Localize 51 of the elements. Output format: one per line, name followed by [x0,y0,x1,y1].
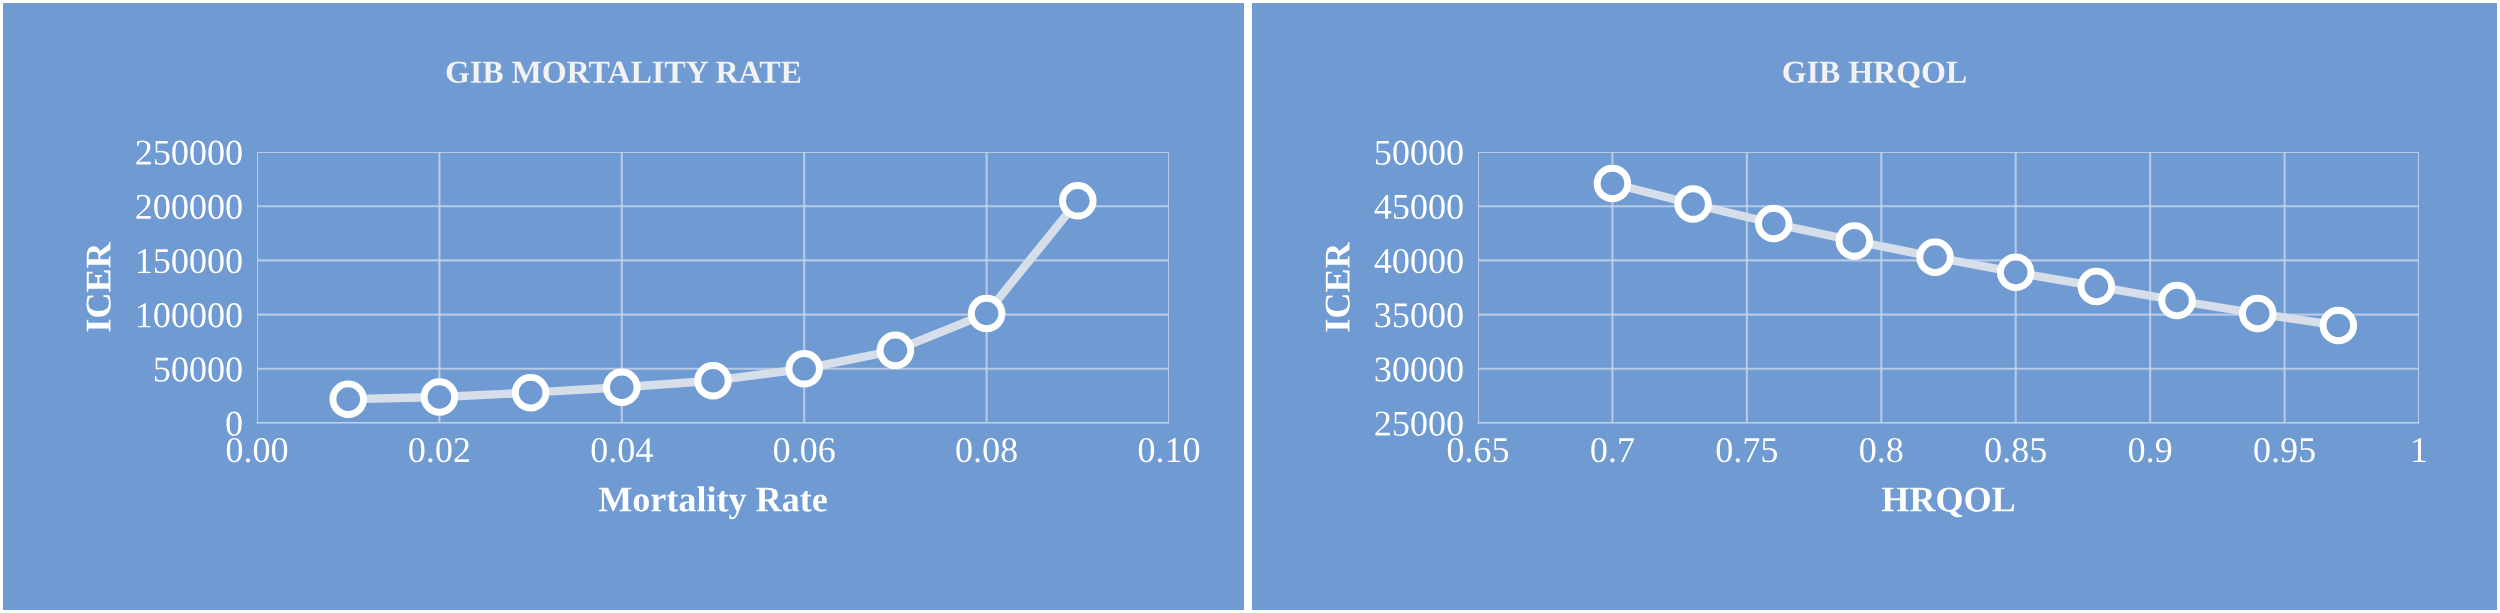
point [2319,306,2358,345]
point [1674,185,1712,223]
y-tick-label: 200000 [136,194,242,220]
y-tick-label: 100000 [137,303,242,328]
chart-title: GIB HRQOL [1783,61,1966,88]
point [1754,204,1793,243]
y-tick-label: 25000 [1375,411,1463,436]
point [967,294,1006,333]
x-tick-label: 0.9 [2128,437,2172,463]
x-tick-label: 0.85 [1985,437,2046,463]
x-axis-title: HRQOL [1881,487,2015,518]
y-tick-label: 150000 [137,248,242,274]
x-tick-label: 1 [2413,438,2426,462]
point [329,380,367,418]
point [785,350,823,388]
x-tick-label: 0.06 [773,437,835,463]
point [2238,294,2277,333]
x-tick-label: 0.08 [956,437,1017,463]
y-tick-label: 40000 [1374,248,1463,274]
point [511,373,550,412]
x-tick-label: 0.7 [1591,437,1634,463]
chart-title: GIB MORTALITY RATE [446,61,801,83]
y-tick-label: 0 [226,411,242,436]
point [1996,253,2035,292]
point [1593,164,1632,203]
point [2158,281,2196,320]
point [603,368,641,406]
point [420,378,459,416]
x-tick-label: 0.00 [226,437,288,463]
x-tick-label: 0.02 [409,437,470,463]
y-tick-label: 50000 [1375,140,1463,165]
y-tick-label: 50000 [154,357,242,382]
y-tick-label: 30000 [1375,357,1463,382]
y-tick-label: 45000 [1374,194,1463,220]
point [2077,267,2116,306]
point [694,361,732,400]
x-tick-label: 0.65 [1447,437,1509,463]
y-tick-label: 35000 [1375,303,1463,328]
x-tick-label: 0.8 [1860,437,1903,463]
x-axis-title: Mortality Rate [598,486,827,520]
y-axis-title: ICER [1325,242,1350,332]
y-axis-title: ICER [86,242,111,332]
x-tick-label: 0.10 [1138,437,1200,463]
x-tick-label: 0.95 [2254,437,2315,463]
x-tick-label: 0.75 [1716,437,1778,463]
point [1059,182,1097,220]
x-tick-label: 0.04 [591,437,653,463]
y-tick-label: 250000 [136,140,242,165]
point [876,331,915,370]
point [1835,222,1874,260]
point [1916,238,1954,276]
